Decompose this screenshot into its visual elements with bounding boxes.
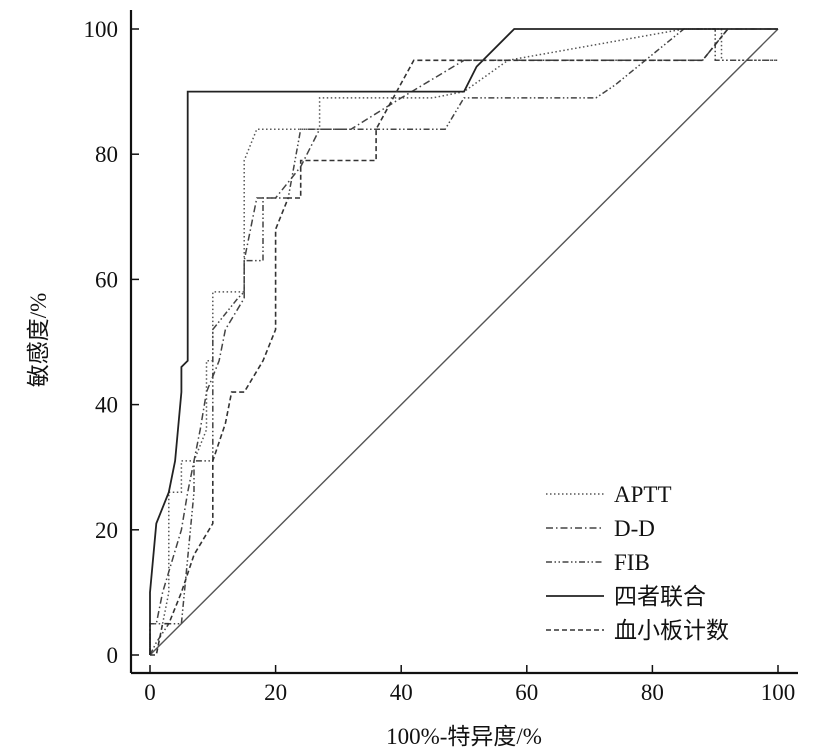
x-tick-label: 80 bbox=[641, 680, 664, 705]
x-axis-label: 100%-特异度/% bbox=[386, 724, 542, 749]
y-tick-label: 20 bbox=[95, 518, 118, 543]
x-tick-label: 40 bbox=[390, 680, 413, 705]
legend-label-4: 四者联合 bbox=[614, 584, 706, 609]
series-line-3 bbox=[149, 28, 778, 656]
legend-label-3: FIB bbox=[614, 550, 650, 575]
y-tick-label: 0 bbox=[107, 643, 119, 668]
x-tick-label: 0 bbox=[144, 680, 156, 705]
x-tick-label: 20 bbox=[264, 680, 287, 705]
y-tick-label: 40 bbox=[95, 393, 118, 418]
y-tick-label: 100 bbox=[84, 17, 119, 42]
y-axis-label: 敏感度/% bbox=[26, 293, 51, 388]
x-tick-label: 100 bbox=[761, 680, 796, 705]
axes bbox=[129, 10, 798, 675]
x-tick-label: 60 bbox=[515, 680, 538, 705]
ticks: 0 20 40 60 80 100 0 20 40 60 80 100 bbox=[84, 17, 796, 705]
y-tick-label: 80 bbox=[95, 142, 118, 167]
series-layer bbox=[149, 28, 779, 656]
legend-label-2: D-D bbox=[614, 516, 655, 541]
y-tick-label: 60 bbox=[95, 267, 118, 292]
series-line-5 bbox=[150, 28, 778, 656]
legend-label-5: 血小板计数 bbox=[614, 618, 729, 643]
legend-label-1: APTT bbox=[614, 482, 672, 507]
series-line-4 bbox=[149, 28, 778, 655]
reference-diagonal bbox=[149, 28, 779, 656]
